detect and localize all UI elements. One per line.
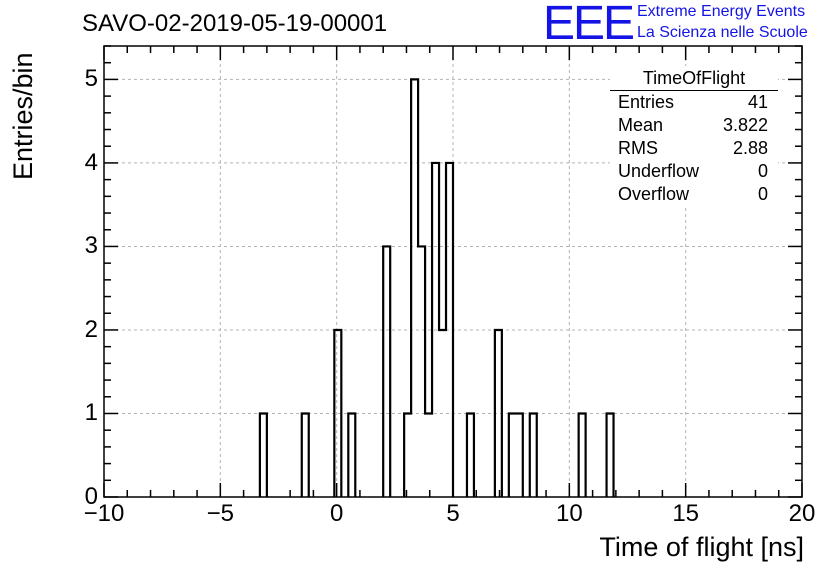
y-tick-label: 2 xyxy=(84,315,98,343)
histogram-bin xyxy=(516,413,523,497)
stats-label: Entries xyxy=(618,92,675,112)
stats-value: 0 xyxy=(757,161,768,181)
stats-label: Overflow xyxy=(618,184,690,204)
stats-value: 3.822 xyxy=(722,115,768,135)
histogram-bin xyxy=(495,330,502,497)
histogram-outline xyxy=(258,78,615,497)
x-axis-label: Time of flight [ns] xyxy=(599,532,804,562)
x-tick-label: 5 xyxy=(446,500,460,527)
histogram-bin xyxy=(432,163,439,497)
stats-label: Mean xyxy=(618,115,664,135)
x-tick-label: 15 xyxy=(672,500,700,527)
histogram-bin xyxy=(348,413,355,497)
x-tick-label: −5 xyxy=(206,500,235,527)
axis-ticks xyxy=(103,45,803,498)
stats-row-entries: Entries 41 xyxy=(610,91,778,114)
histogram-bin xyxy=(383,246,390,497)
logo-line-1: Extreme Energy Events xyxy=(637,3,806,20)
x-tick-label: 0 xyxy=(329,500,344,527)
histogram-bin xyxy=(509,413,516,497)
histogram-bin xyxy=(418,246,425,497)
histogram-bin xyxy=(439,330,446,497)
x-tick-label: −10 xyxy=(83,500,125,527)
x-tick-label: 20 xyxy=(788,500,816,527)
stats-row-underflow: Underflow 0 xyxy=(610,160,778,183)
histogram-bin xyxy=(607,413,614,497)
histogram-bin xyxy=(302,413,309,497)
y-tick-label: 1 xyxy=(84,399,98,427)
stats-label: RMS xyxy=(618,138,658,158)
histogram-bin xyxy=(411,79,418,497)
stats-value: 0 xyxy=(757,184,768,204)
stats-label: Underflow xyxy=(618,161,700,181)
stats-row-mean: Mean 3.822 xyxy=(610,114,778,137)
y-tick-label: 5 xyxy=(84,65,98,93)
histogram-bin xyxy=(404,413,411,497)
eee-logo: EEE xyxy=(543,0,635,50)
histogram-bin xyxy=(579,413,586,497)
stats-row-overflow: Overflow 0 xyxy=(610,183,778,206)
histogram-series xyxy=(258,78,615,497)
chart-title: SAVO-02-2019-05-19-00001 xyxy=(82,10,388,37)
y-axis-label: Entries/bin xyxy=(8,52,38,180)
histogram-bin xyxy=(467,413,474,497)
histogram-bin xyxy=(446,163,453,497)
y-tick-label: 0 xyxy=(84,483,98,510)
histogram-bin xyxy=(530,413,537,497)
stats-value: 2.88 xyxy=(732,138,768,158)
y-tick-label: 3 xyxy=(84,232,98,260)
logo-line-2: La Scienza nelle Scuole xyxy=(637,24,808,41)
histogram-bin xyxy=(334,330,341,497)
y-tick-label: 4 xyxy=(84,148,98,176)
histogram-bin xyxy=(425,413,432,497)
histogram-bin xyxy=(260,413,267,497)
stats-value: 41 xyxy=(747,92,768,112)
x-tick-label: 10 xyxy=(555,500,583,527)
stats-box: TimeOfFlight Entries 41 Mean 3.822 RMS 2… xyxy=(610,66,778,206)
stats-title: TimeOfFlight xyxy=(610,66,778,91)
stats-row-rms: RMS 2.88 xyxy=(610,137,778,160)
